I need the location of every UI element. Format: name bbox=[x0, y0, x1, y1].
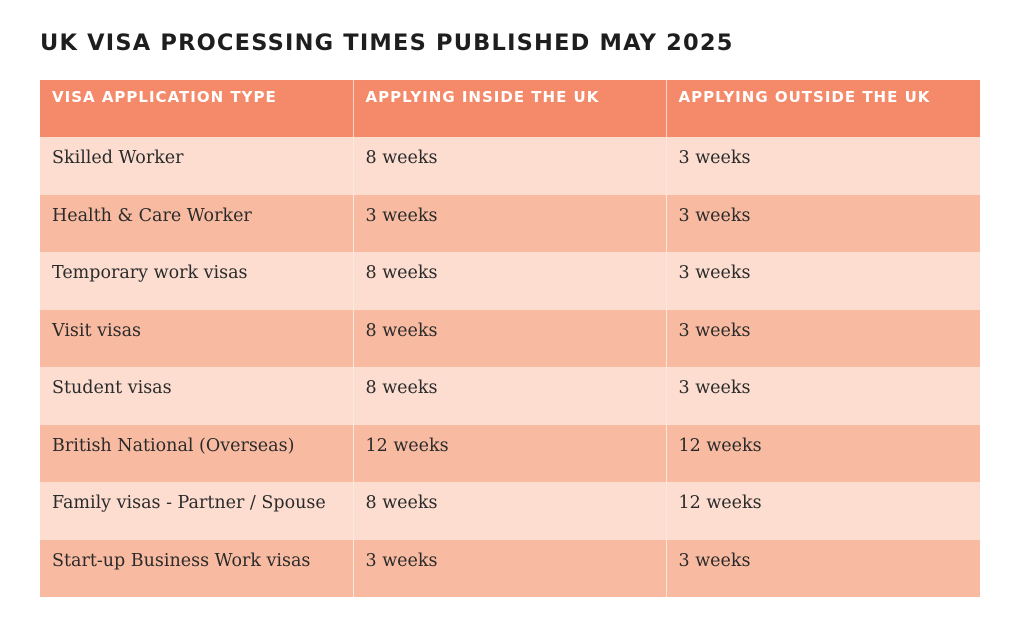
inside-uk-cell: 3 weeks bbox=[353, 539, 667, 597]
table-row: British National (Overseas) 12 weeks 12 … bbox=[40, 424, 980, 482]
column-header-inside-uk: APPLYING INSIDE THE UK bbox=[353, 80, 667, 137]
outside-uk-cell: 3 weeks bbox=[666, 367, 980, 425]
table-row: Health & Care Worker 3 weeks 3 weeks bbox=[40, 194, 980, 252]
column-header-visa-type: VISA APPLICATION TYPE bbox=[40, 80, 354, 137]
inside-uk-cell: 8 weeks bbox=[353, 309, 667, 367]
visa-type-cell: British National (Overseas) bbox=[40, 424, 354, 482]
header-row: VISA APPLICATION TYPE APPLYING INSIDE TH… bbox=[40, 80, 980, 137]
outside-uk-cell: 12 weeks bbox=[666, 424, 980, 482]
inside-uk-cell: 8 weeks bbox=[353, 137, 667, 195]
outside-uk-cell: 3 weeks bbox=[666, 309, 980, 367]
outside-uk-cell: 3 weeks bbox=[666, 252, 980, 310]
inside-uk-cell: 8 weeks bbox=[353, 252, 667, 310]
visa-type-cell: Start-up Business Work visas bbox=[40, 539, 354, 597]
processing-times-table: VISA APPLICATION TYPE APPLYING INSIDE TH… bbox=[40, 80, 980, 597]
inside-uk-cell: 3 weeks bbox=[353, 194, 667, 252]
table-row: Temporary work visas 8 weeks 3 weeks bbox=[40, 252, 980, 310]
visa-type-cell: Health & Care Worker bbox=[40, 194, 354, 252]
visa-type-cell: Temporary work visas bbox=[40, 252, 354, 310]
table-row: Skilled Worker 8 weeks 3 weeks bbox=[40, 137, 980, 195]
column-header-outside-uk: APPLYING OUTSIDE THE UK bbox=[666, 80, 980, 137]
outside-uk-cell: 3 weeks bbox=[666, 137, 980, 195]
outside-uk-cell: 3 weeks bbox=[666, 539, 980, 597]
visa-type-cell: Family visas - Partner / Spouse bbox=[40, 482, 354, 540]
table-row: Family visas - Partner / Spouse 8 weeks … bbox=[40, 482, 980, 540]
outside-uk-cell: 12 weeks bbox=[666, 482, 980, 540]
table-header: VISA APPLICATION TYPE APPLYING INSIDE TH… bbox=[40, 80, 980, 137]
visa-type-cell: Visit visas bbox=[40, 309, 354, 367]
table-row: Visit visas 8 weeks 3 weeks bbox=[40, 309, 980, 367]
inside-uk-cell: 12 weeks bbox=[353, 424, 667, 482]
table-body: Skilled Worker 8 weeks 3 weeks Health & … bbox=[40, 137, 980, 597]
table-row: Start-up Business Work visas 3 weeks 3 w… bbox=[40, 539, 980, 597]
visa-type-cell: Skilled Worker bbox=[40, 137, 354, 195]
visa-type-cell: Student visas bbox=[40, 367, 354, 425]
outside-uk-cell: 3 weeks bbox=[666, 194, 980, 252]
inside-uk-cell: 8 weeks bbox=[353, 482, 667, 540]
table-row: Student visas 8 weeks 3 weeks bbox=[40, 367, 980, 425]
page-title: UK VISA PROCESSING TIMES PUBLISHED MAY 2… bbox=[40, 30, 734, 56]
inside-uk-cell: 8 weeks bbox=[353, 367, 667, 425]
